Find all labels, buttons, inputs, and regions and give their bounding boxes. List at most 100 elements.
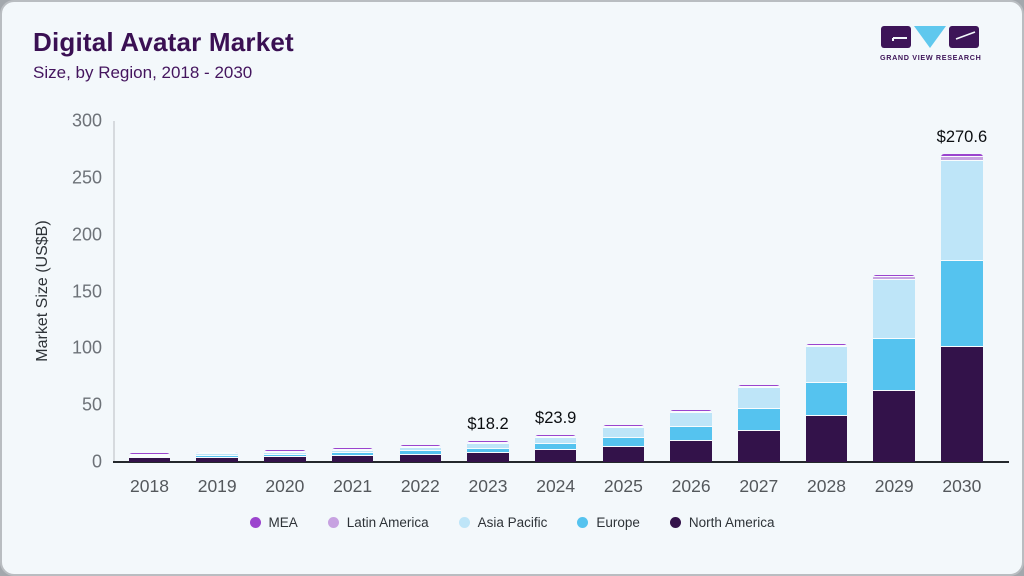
segment-europe-2022: [399, 450, 442, 454]
segment-mea-2019: [196, 451, 238, 453]
page-subtitle: Size, by Region, 2018 - 2030: [33, 63, 253, 82]
segment-europe-2018: [128, 455, 171, 458]
x-label-2019: 2019: [197, 476, 237, 496]
segment-asia-pacific-2026: [670, 412, 712, 427]
segment-latin-america-2026: [670, 411, 712, 413]
segment-asia-pacific-2023: [467, 443, 509, 448]
bar-2024: [534, 434, 577, 462]
legend-label-north-america: North America: [688, 515, 775, 530]
legend-item-asia-pacific: Asia Pacific: [458, 515, 548, 530]
segment-latin-america-2020: [264, 450, 306, 452]
segment-asia-pacific-2027: [738, 386, 780, 409]
segment-latin-america-2024: [534, 435, 577, 437]
segment-asia-pacific-2028: [805, 346, 848, 382]
segment-asia-pacific-2022: [399, 446, 442, 451]
y-tick-label-250: 250: [71, 167, 102, 188]
legend-label-mea: MEA: [268, 515, 298, 530]
y-tick-label-100: 100: [71, 337, 102, 358]
segment-europe-2028: [805, 381, 848, 416]
legend-label-europe: Europe: [596, 515, 640, 530]
segment-europe-2024: [534, 443, 577, 450]
segment-latin-america-2018: [128, 453, 171, 455]
x-label-2018: 2018: [130, 476, 169, 496]
segment-north-america-2021: [331, 454, 374, 462]
legend-swatch-europe: [577, 517, 589, 528]
segment-asia-pacific-2019: [196, 453, 238, 456]
segment-latin-america-2029: [873, 276, 915, 279]
y-tick-label-200: 200: [71, 224, 102, 245]
segment-north-america-2023: [467, 452, 509, 462]
segment-north-america-2020: [264, 455, 306, 462]
page-title: Digital Avatar Market: [33, 27, 294, 57]
x-label-2020: 2020: [265, 476, 305, 496]
segment-latin-america-2021: [331, 448, 374, 450]
segment-mea-2029: [873, 275, 915, 277]
legend-label-asia-pacific: Asia Pacific: [477, 515, 548, 530]
segment-latin-america-2027: [738, 385, 780, 387]
bar-2019: [196, 451, 238, 462]
x-label-2022: 2022: [400, 476, 440, 496]
segment-asia-pacific-2029: [873, 278, 915, 338]
value-label-2024: $23.9: [535, 408, 577, 427]
segment-europe-2027: [738, 408, 780, 431]
segment-mea-2026: [670, 410, 712, 412]
segment-latin-america-2019: [196, 452, 238, 454]
segment-europe-2023: [467, 447, 509, 453]
legend-item-north-america: North America: [669, 515, 775, 530]
segment-europe-2021: [331, 452, 374, 455]
segment-asia-pacific-2024: [534, 436, 577, 444]
segment-mea-2020: [264, 449, 306, 451]
bar-2029: [873, 275, 915, 462]
legend: MEA Latin America Asia Pacific Europe North …: [2, 515, 1022, 530]
segment-mea-2018: [128, 452, 171, 454]
segment-europe-2019: [196, 455, 238, 457]
bar-2023: [467, 441, 509, 462]
segment-asia-pacific-2018: [128, 454, 171, 456]
segment-mea-2022: [399, 444, 442, 446]
segment-europe-2020: [264, 453, 306, 456]
x-axis-line: [113, 461, 1009, 463]
legend-swatch-asia-pacific: [458, 517, 470, 528]
bar-2027: [738, 384, 780, 462]
value-label-2030: $270.6: [936, 128, 988, 147]
x-label-2026: 2026: [671, 476, 711, 496]
x-label-2027: 2027: [739, 476, 779, 496]
segment-north-america-2025: [602, 445, 645, 462]
segment-latin-america-2028: [805, 344, 848, 347]
segment-mea-2024: [534, 434, 577, 436]
segment-north-america-2029: [873, 389, 915, 462]
legend-swatch-north-america: [669, 517, 681, 528]
x-label-2028: 2028: [807, 476, 846, 496]
bar-2025: [602, 425, 645, 462]
y-tick-label-50: 50: [81, 394, 102, 415]
segment-north-america-2030: [941, 345, 983, 462]
value-label-2023: $18.2: [467, 415, 509, 434]
legend-item-europe: Europe: [577, 515, 640, 530]
x-label-2023: 2023: [468, 476, 508, 496]
segment-mea-2027: [738, 384, 780, 386]
y-tick-label-300: 300: [71, 110, 102, 131]
segment-mea-2023: [467, 441, 509, 443]
x-label-2030: 2030: [942, 476, 982, 496]
segment-mea-2025: [602, 425, 645, 427]
segment-asia-pacific-2025: [602, 427, 645, 437]
bar-2022: [399, 444, 442, 462]
bar-2018: [128, 452, 171, 462]
legend-label-latin-america: Latin America: [346, 515, 429, 530]
segment-europe-2029: [873, 337, 915, 390]
y-tick-label-0: 0: [91, 451, 102, 472]
segment-mea-2021: [331, 447, 374, 449]
bar-2026: [670, 410, 712, 462]
y-axis-line: [113, 121, 115, 462]
y-tick-label-150: 150: [71, 281, 102, 301]
logo-caption: GRAND VIEW RESEARCH: [880, 53, 982, 62]
segment-europe-2025: [602, 437, 645, 446]
segment-north-america-2019: [196, 456, 238, 462]
segment-asia-pacific-2030: [941, 159, 983, 260]
segment-north-america-2027: [738, 430, 780, 462]
legend-item-latin-america: Latin America: [327, 515, 429, 530]
x-label-2029: 2029: [874, 476, 914, 496]
segment-mea-2028: [805, 343, 848, 345]
segment-latin-america-2023: [467, 442, 509, 444]
